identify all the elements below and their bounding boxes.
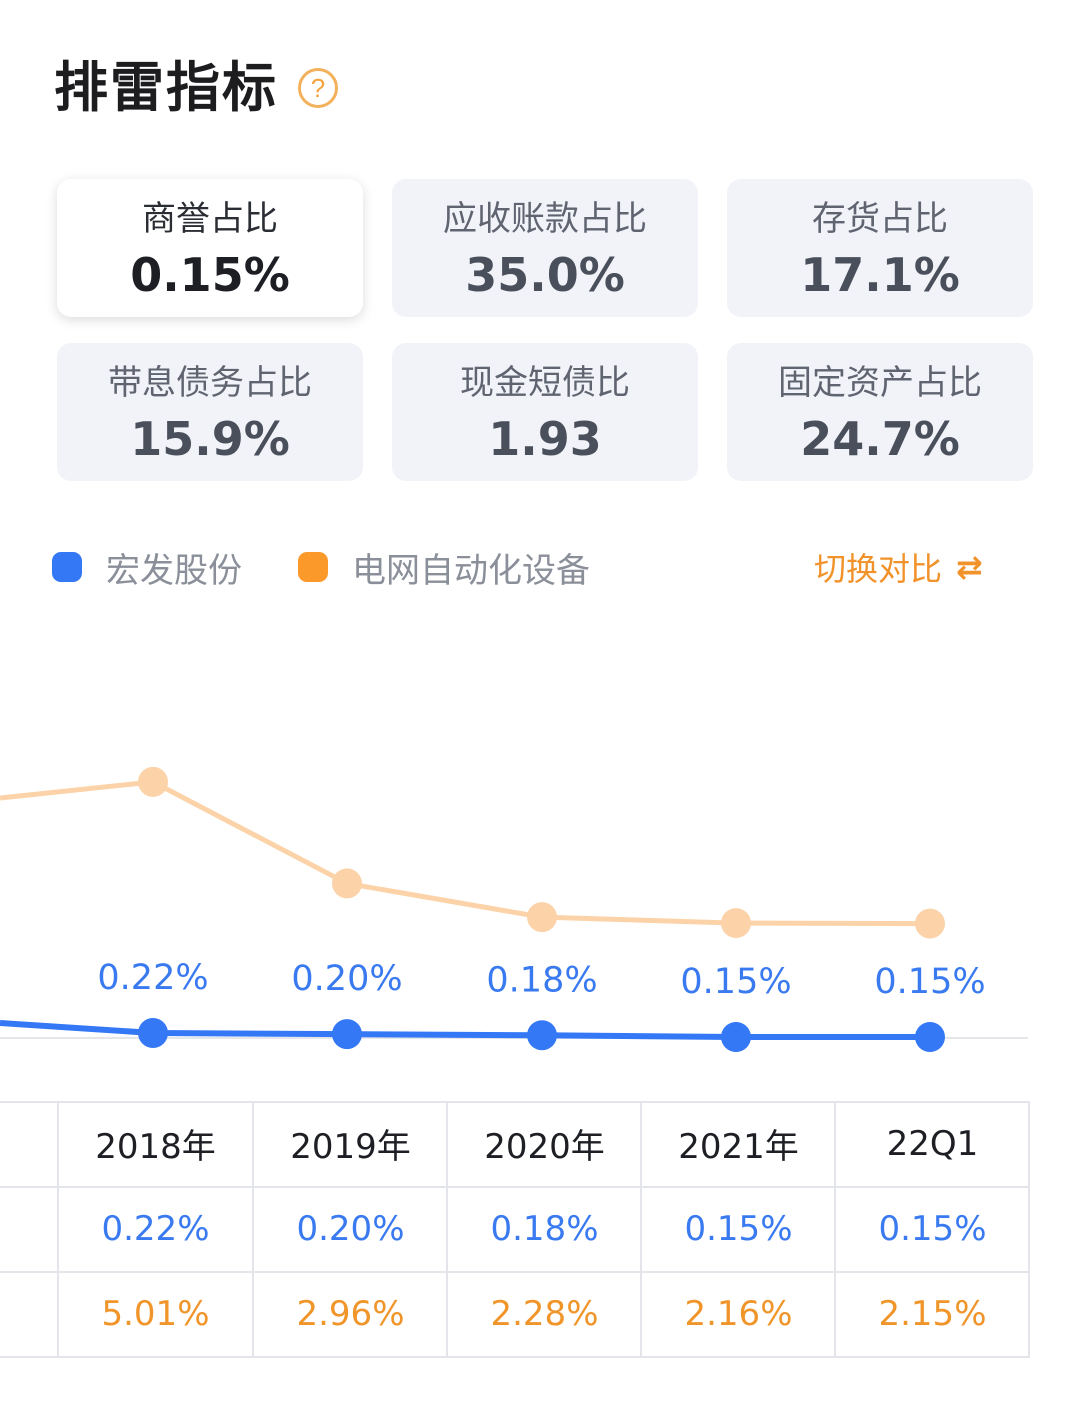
metric-label: 存货占比 — [812, 199, 948, 239]
switch-compare-label: 切换对比 — [814, 550, 943, 588]
table-divider — [0, 1356, 1030, 1358]
metric-label: 商誉占比 — [142, 199, 278, 239]
table-header-cell: 2020年 — [484, 1127, 605, 1167]
table-cell-company: 0.20% — [296, 1208, 405, 1249]
table-cell-industry: 2.15% — [878, 1293, 987, 1334]
legend-item-company[interactable]: 宏发股份 — [52, 544, 242, 591]
metric-card-interest-debt[interactable]: 带息债务占比 15.9% — [57, 343, 363, 481]
metric-value: 15.9% — [130, 412, 290, 466]
data-label-company: 0.20% — [291, 959, 402, 999]
table-cell-industry: 5.01% — [101, 1293, 210, 1334]
table-header-cell: 2019年 — [290, 1127, 411, 1167]
switch-icon: ⇄ — [956, 548, 983, 586]
table-cell-industry: 2.28% — [490, 1293, 599, 1334]
series-point-company — [915, 1022, 945, 1052]
data-label-company: 0.15% — [874, 962, 985, 1002]
series-point-industry — [332, 868, 362, 899]
table-cell-company: 0.18% — [490, 1208, 599, 1249]
legend-swatch-blue — [52, 552, 82, 582]
metric-label: 固定资产占比 — [778, 363, 982, 403]
table-divider — [446, 1101, 448, 1358]
question-circle-icon[interactable]: ? — [298, 68, 338, 108]
legend-swatch-orange — [298, 552, 328, 582]
table-divider — [834, 1101, 836, 1358]
metric-card-cash-short-debt[interactable]: 现金短债比 1.93 — [392, 343, 698, 481]
series-point-industry — [527, 902, 557, 933]
metric-label: 应收账款占比 — [443, 199, 647, 239]
metric-value: 24.7% — [800, 412, 960, 466]
metric-label: 带息债务占比 — [108, 363, 312, 403]
series-line-industry — [0, 779, 931, 927]
table-cell-company: 0.15% — [878, 1208, 987, 1249]
table-header-row: 2018年 2019年 2020年 2021年 22Q1 — [0, 1101, 1030, 1186]
table-divider — [57, 1101, 59, 1358]
legend-label: 电网自动化设备 — [352, 550, 590, 591]
table-divider — [0, 1101, 1030, 1103]
table-header-cell: 2021年 — [678, 1127, 799, 1167]
data-label-company: 0.15% — [680, 962, 791, 1002]
page-title: 排雷指标 — [54, 56, 278, 119]
table-divider — [640, 1101, 642, 1358]
metric-value: 1.93 — [488, 412, 602, 466]
table-divider — [1028, 1101, 1030, 1358]
metric-value: 0.15% — [130, 248, 290, 302]
table-cell-company: 0.22% — [101, 1208, 210, 1249]
metric-card-fixed-assets[interactable]: 固定资产占比 24.7% — [727, 343, 1033, 481]
line-chart: 0.22% 0.20% 0.18% 0.15% 0.15% — [0, 766, 1028, 1052]
metric-card-goodwill[interactable]: 商誉占比 0.15% — [57, 179, 363, 317]
series-line-company — [0, 1020, 930, 1040]
table-divider — [0, 1186, 1030, 1188]
data-label-company: 0.22% — [97, 958, 208, 998]
table-divider — [0, 1271, 1030, 1273]
series-point-company — [332, 1019, 362, 1050]
table-header-cell: 2018年 — [95, 1127, 216, 1167]
table-cell-company: 0.15% — [684, 1208, 793, 1249]
legend-label: 宏发股份 — [106, 550, 242, 591]
legend-item-industry[interactable]: 电网自动化设备 — [298, 544, 590, 591]
table-row: 0.22% 0.20% 0.18% 0.15% 0.15% — [0, 1186, 1030, 1271]
switch-compare-button[interactable]: 切换对比 ⇄ — [814, 544, 983, 590]
series-point-industry — [138, 766, 168, 797]
series-point-industry — [915, 908, 945, 939]
table-header-cell: 22Q1 — [886, 1123, 979, 1164]
series-point-company — [527, 1020, 557, 1051]
metric-label: 现金短债比 — [460, 363, 630, 403]
table-divider — [252, 1101, 254, 1358]
series-point-company — [138, 1018, 168, 1049]
table-cell-industry: 2.96% — [296, 1293, 405, 1334]
data-label-company: 0.18% — [486, 960, 597, 1000]
table-cell-industry: 2.16% — [684, 1293, 793, 1334]
chart-legend: 宏发股份 电网自动化设备 — [52, 544, 1080, 591]
series-point-company — [721, 1022, 751, 1052]
series-point-industry — [721, 908, 751, 939]
metric-value: 17.1% — [800, 248, 960, 302]
metric-card-receivables[interactable]: 应收账款占比 35.0% — [392, 179, 698, 317]
section-header: 排雷指标 ? — [54, 52, 338, 124]
metric-card-inventory[interactable]: 存货占比 17.1% — [727, 179, 1033, 317]
table-row: 5.01% 2.96% 2.28% 2.16% 2.15% — [0, 1271, 1030, 1356]
metric-value: 35.0% — [465, 248, 625, 302]
